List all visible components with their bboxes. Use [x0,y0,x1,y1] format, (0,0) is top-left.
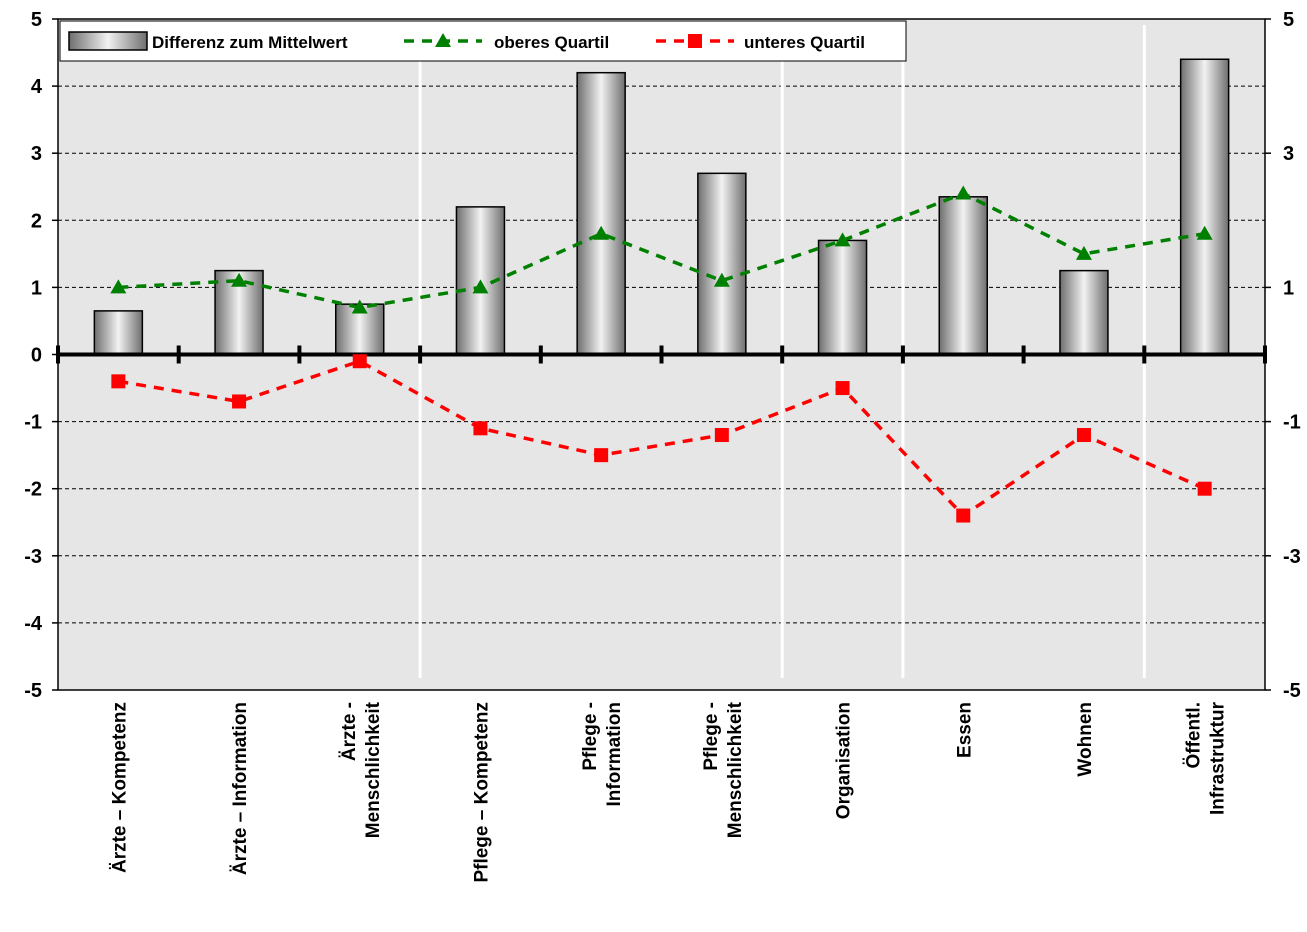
series-line [118,191,1205,310]
bar [697,172,747,356]
y-tick-label-right: -3 [1283,546,1301,568]
legend-box [59,20,907,62]
y-tick-label-left: -4 [24,613,43,635]
y-tick-label-right: 1 [1283,277,1294,299]
triangle-marker [1196,225,1213,240]
legend-label: Differenz zum Mittelwert [152,33,348,52]
category-label: Pflege - [580,702,601,771]
y-tick-label-left: 5 [31,9,42,31]
triangle-marker [593,225,610,240]
bar [817,239,868,356]
category-label: Infrastruktur [1208,701,1229,815]
square-marker [352,354,367,369]
category-label: Ärzte – Information [230,702,251,875]
triangle-marker [834,232,851,247]
grid [58,85,1265,624]
category-label: Menschlichkeit [725,701,746,838]
category-label: Pflege – Kompetenz [471,702,492,883]
triangle-marker [713,272,730,287]
square-marker [232,394,247,409]
square-marker [1197,481,1212,496]
bar [576,71,626,356]
y-tick-label-right: -5 [1283,680,1301,702]
square-marker [714,428,729,443]
axes [52,18,1271,691]
y-tick-label-right: 5 [1283,9,1294,31]
y-tick-label-left: 0 [31,345,42,367]
y-tick-label-left: -3 [24,546,42,568]
category-label: Menschlichkeit [363,701,384,838]
square-marker [956,508,971,523]
legend: Differenz zum Mittelwert oberes Quartil un… [59,20,907,62]
quartile-lines [110,185,1213,523]
bars [93,58,1230,356]
category-label: Öffentl. [1184,702,1205,769]
bar [93,310,144,356]
bar [938,196,988,356]
square-marker [688,34,702,48]
category-label: Ärzte – Kompetenz [109,702,130,873]
legend-label: oberes Quartil [494,33,609,52]
triangle-marker [110,279,127,294]
category-label: Information [604,702,625,807]
square-marker [835,381,850,396]
category-labels: Ärzte – Kompetenz Ärzte – Information Ärzt… [109,701,1228,882]
y-tick-label-right: 3 [1283,143,1294,165]
y-tick-label-left: 1 [31,277,42,299]
category-label: Pflege - [701,702,722,771]
y-tick-label-left: -1 [24,412,42,434]
bar [1179,58,1230,356]
bar [1059,269,1109,356]
category-label: Ärzte - [339,702,360,761]
legend-swatch-bar [68,31,148,51]
tick-labels: 5 4 3 2 1 0 -1 -2 -3 -4 -5 5 3 1 -1 -3 -5 [24,9,1301,702]
series-line [118,359,1206,518]
square-marker [594,448,609,463]
triangle-marker [955,185,972,200]
triangle-marker [472,279,489,294]
triangle-marker [1075,245,1092,260]
category-label: Organisation [834,702,855,819]
square-marker [473,421,488,436]
square-marker [111,374,126,389]
category-label: Essen [954,702,975,758]
triangle-marker [231,272,248,287]
triangle-marker [435,33,451,47]
y-tick-label-left: 4 [31,76,43,98]
y-tick-label-left: -2 [24,479,42,501]
y-tick-label-right: -1 [1283,412,1301,434]
y-tick-label-left: 3 [31,143,42,165]
square-marker [1076,428,1091,443]
triangle-marker [351,299,368,314]
y-tick-label-left: 2 [31,210,42,232]
legend-label: unteres Quartil [744,33,865,52]
category-label: Wohnen [1075,702,1096,777]
y-tick-label-left: -5 [24,680,42,702]
